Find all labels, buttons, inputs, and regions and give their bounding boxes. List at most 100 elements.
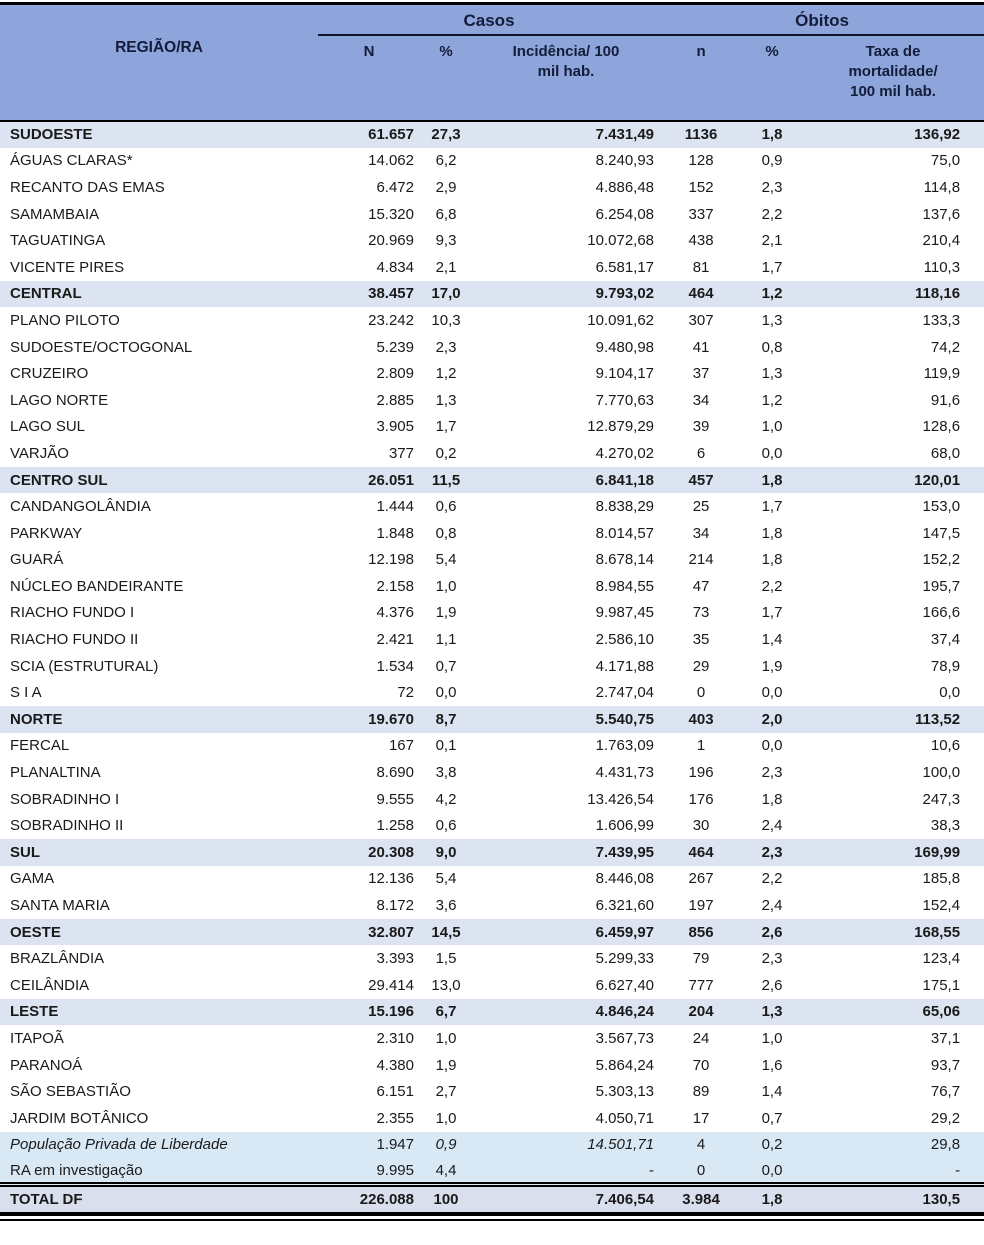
deaths-pct-value: 2,2 xyxy=(742,200,803,228)
table-header: REGIÃO/RA Casos Óbitos N % Incidência/ 1… xyxy=(0,5,984,122)
region-group-row: LESTE 15.196 6,7 4.846,24 204 1,3 65,06 xyxy=(0,998,984,1026)
table-row: FERCAL 167 0,1 1.763,09 1 0,0 10,6 xyxy=(0,732,984,760)
bottom-rule xyxy=(0,1218,984,1221)
mortality-value: 100,0 xyxy=(802,759,984,786)
region-name: RECANTO DAS EMAS xyxy=(0,174,318,201)
cases-pct-value: 10,3 xyxy=(420,307,472,334)
deaths-pct-value: 1,4 xyxy=(742,1078,803,1105)
table-row: S I A 72 0,0 2.747,04 0 0,0 0,0 xyxy=(0,679,984,707)
group-header-row: REGIÃO/RA Casos Óbitos xyxy=(0,5,984,122)
cases-n-value: 4.380 xyxy=(318,1051,420,1079)
deaths-n-value: 267 xyxy=(660,865,743,893)
deaths-n-value: 25 xyxy=(660,493,743,520)
region-name: PLANALTINA xyxy=(0,759,318,786)
cases-pct-value: 9,3 xyxy=(420,227,472,254)
cases-n-value: 1.848 xyxy=(318,519,420,547)
deaths-n-value: 204 xyxy=(660,998,743,1026)
deaths-pct-value: 1,8 xyxy=(742,785,803,813)
cases-n-value: 2.809 xyxy=(318,360,420,387)
deaths-pct-value: 0,7 xyxy=(742,1104,803,1132)
region-name: SÃO SEBASTIÃO xyxy=(0,1078,318,1105)
region-name: BRAZLÂNDIA xyxy=(0,945,318,972)
incidence-value: 9.987,45 xyxy=(472,599,661,627)
deaths-pct-value: 2,3 xyxy=(742,174,803,201)
cases-pct-value: 0,6 xyxy=(420,812,472,840)
mortality-value: 29,8 xyxy=(802,1131,984,1159)
mortality-value: 128,6 xyxy=(802,413,984,441)
mortality-value: 210,4 xyxy=(802,227,984,254)
deaths-group-header: Óbitos xyxy=(660,5,984,36)
deaths-pct-value: 2,2 xyxy=(742,573,803,600)
mortality-value: 91,6 xyxy=(802,386,984,414)
region-name: RA em investigação xyxy=(0,1158,318,1185)
cases-deaths-table: REGIÃO/RA Casos Óbitos N % Incidência/ 1… xyxy=(0,5,984,1216)
table-row: SOBRADINHO II 1.258 0,6 1.606,99 30 2,4 … xyxy=(0,812,984,840)
cases-n-value: 61.657 xyxy=(318,121,420,148)
deaths-n-value: 79 xyxy=(660,945,743,972)
region-name: FERCAL xyxy=(0,732,318,760)
table-row: VARJÃO 377 0,2 4.270,02 6 0,0 68,0 xyxy=(0,440,984,467)
deaths-pct-value: 1,2 xyxy=(742,386,803,414)
deaths-n-header: n xyxy=(660,35,743,122)
incidence-value: 14.501,71 xyxy=(472,1131,661,1159)
cases-pct-value: 9,0 xyxy=(420,839,472,866)
deaths-n-value: 34 xyxy=(660,386,743,414)
region-group-row: NORTE 19.670 8,7 5.540,75 403 2,0 113,52 xyxy=(0,706,984,733)
incidence-value: 6.254,08 xyxy=(472,200,661,228)
deaths-n-value: 0 xyxy=(660,679,743,707)
cases-n-value: 1.534 xyxy=(318,652,420,680)
table-row: CEILÂNDIA 29.414 13,0 6.627,40 777 2,6 1… xyxy=(0,972,984,999)
region-group-row: SUL 20.308 9,0 7.439,95 464 2,3 169,99 xyxy=(0,839,984,866)
region-name: PARANOÁ xyxy=(0,1051,318,1079)
region-name: GAMA xyxy=(0,865,318,893)
region-name: SANTA MARIA xyxy=(0,892,318,919)
region-name: LAGO NORTE xyxy=(0,386,318,414)
cases-n-value: 2.355 xyxy=(318,1104,420,1132)
region-name: LESTE xyxy=(0,998,318,1026)
cases-n-value: 2.310 xyxy=(318,1025,420,1052)
region-name: CANDANGOLÂNDIA xyxy=(0,493,318,520)
deaths-pct-value: 1,3 xyxy=(742,360,803,387)
deaths-n-value: 196 xyxy=(660,759,743,786)
cases-n-value: 4.834 xyxy=(318,253,420,281)
incidence-value: 4.846,24 xyxy=(472,998,661,1026)
region-name: JARDIM BOTÂNICO xyxy=(0,1104,318,1132)
cases-pct-value: 1,2 xyxy=(420,360,472,387)
cases-pct-value: 11,5 xyxy=(420,466,472,494)
deaths-n-value: 307 xyxy=(660,307,743,334)
cases-pct-value: 0,8 xyxy=(420,519,472,547)
table-row: PLANALTINA 8.690 3,8 4.431,73 196 2,3 10… xyxy=(0,759,984,786)
incidence-value: 8.240,93 xyxy=(472,147,661,175)
region-name: CRUZEIRO xyxy=(0,360,318,387)
cases-pct-value: 4,4 xyxy=(420,1158,472,1185)
cases-n-value: 167 xyxy=(318,732,420,760)
table-row: SCIA (ESTRUTURAL) 1.534 0,7 4.171,88 29 … xyxy=(0,652,984,680)
table-row: SANTA MARIA 8.172 3,6 6.321,60 197 2,4 1… xyxy=(0,892,984,919)
deaths-n-value: 214 xyxy=(660,546,743,574)
cases-pct-value: 3,8 xyxy=(420,759,472,786)
region-group-row: SUDOESTE 61.657 27,3 7.431,49 1136 1,8 1… xyxy=(0,121,984,148)
incidence-value: 5.540,75 xyxy=(472,706,661,733)
deaths-n-value: 37 xyxy=(660,360,743,387)
deaths-n-value: 0 xyxy=(660,1158,743,1185)
cases-pct-value: 1,9 xyxy=(420,1051,472,1079)
table-row: PLANO PILOTO 23.242 10,3 10.091,62 307 1… xyxy=(0,307,984,334)
deaths-pct-value: 2,2 xyxy=(742,865,803,893)
deaths-pct-value: 1,4 xyxy=(742,626,803,653)
region-column-header: REGIÃO/RA xyxy=(0,5,318,122)
cases-pct-value: 5,4 xyxy=(420,546,472,574)
deaths-n-value: 337 xyxy=(660,200,743,228)
cases-n-value: 8.172 xyxy=(318,892,420,919)
cases-n-value: 3.393 xyxy=(318,945,420,972)
cases-pct-value: 0,7 xyxy=(420,652,472,680)
deaths-pct-value: 0,2 xyxy=(742,1131,803,1159)
region-name: PARKWAY xyxy=(0,519,318,547)
table-row: ITAPOÃ 2.310 1,0 3.567,73 24 1,0 37,1 xyxy=(0,1025,984,1052)
mortality-value: 68,0 xyxy=(802,440,984,467)
region-name: TAGUATINGA xyxy=(0,227,318,254)
region-name: S I A xyxy=(0,679,318,707)
deaths-pct-value: 1,8 xyxy=(742,466,803,494)
incidence-value: 7.406,54 xyxy=(472,1182,661,1216)
deaths-n-value: 47 xyxy=(660,573,743,600)
region-name: CENTRO SUL xyxy=(0,466,318,494)
